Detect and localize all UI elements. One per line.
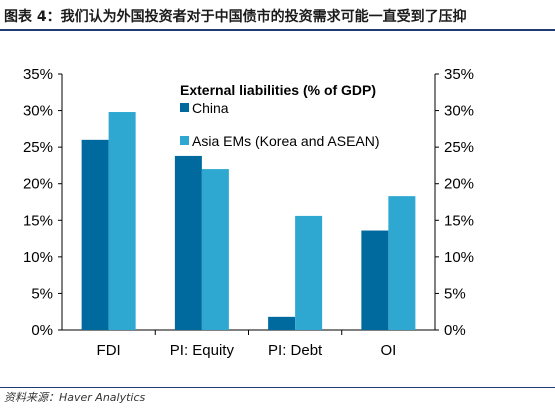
legend-label-china: China [192,100,229,116]
bar-china-pi-debt [268,316,296,330]
left-y-tick-label: 15% [23,212,53,229]
legend-swatch-china [180,103,189,112]
legend: External liabilities (% of GDP) China As… [180,82,380,149]
right-y-tick-label: 20% [444,176,474,193]
title-divider [0,29,555,31]
left-y-tick-label: 25% [23,139,53,156]
left-y-tick-label: 0% [31,322,53,339]
figure-title: 图表 4：我们认为外国投资者对于中国债市的投资需求可能一直受到了压抑 [4,9,467,25]
x-category-label: PI: Equity [170,342,235,359]
source-note: 资料来源：Haver Analytics [4,391,146,404]
right-y-tick-label: 15% [444,212,474,229]
bar-asia-ems-pi-debt [295,215,323,330]
left-y-tick-label: 20% [23,176,53,193]
bar-china-fdi [81,139,109,330]
right-y-tick-label: 30% [444,103,474,120]
source-divider [0,387,555,388]
bars-group [81,112,416,330]
left-y-tick-label: 10% [23,249,53,266]
legend-label-asia-ems: Asia EMs (Korea and ASEAN) [192,133,380,149]
right-y-tick-label: 5% [444,285,466,302]
x-axis-categories: FDI PI: Equity PI: Debt OI [97,330,396,359]
left-y-tick-label: 35% [23,66,53,83]
bar-china-oi [361,230,389,330]
right-y-tick-label: 35% [444,66,474,83]
left-y-axis: 0% 5% 10% 15% 20% 25% 30% 35% [23,66,62,339]
right-y-tick-label: 10% [444,249,474,266]
legend-title: External liabilities (% of GDP) [180,82,376,98]
x-category-label: PI: Debt [268,342,323,359]
bar-asia-ems-pi-equity [201,169,229,330]
x-category-label: FDI [97,342,121,359]
bar-asia-ems-oi [388,196,416,330]
right-y-tick-label: 25% [444,139,474,156]
left-y-tick-label: 30% [23,103,53,120]
x-category-label: OI [380,342,396,359]
right-y-tick-label: 0% [444,322,466,339]
legend-swatch-asia-ems [180,136,189,145]
left-y-tick-label: 5% [31,285,53,302]
right-y-axis: 0% 5% 10% 15% 20% 25% 30% 35% [435,66,474,339]
bar-asia-ems-fdi [108,112,136,330]
bar-china-pi-equity [174,155,202,330]
